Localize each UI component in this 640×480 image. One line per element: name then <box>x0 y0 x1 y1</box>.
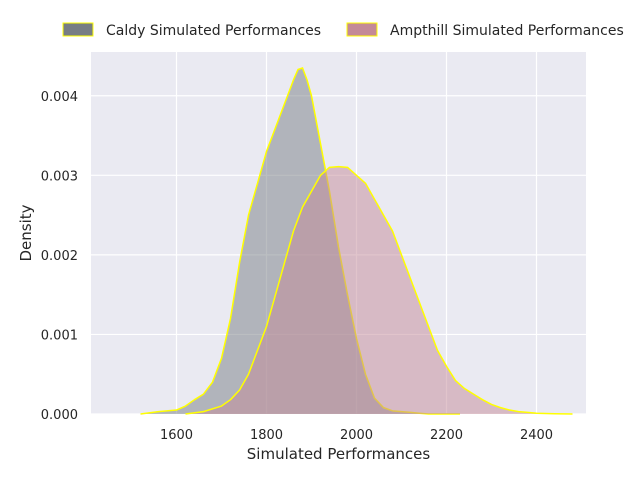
y-axis-label: Density <box>17 204 35 261</box>
x-tick-label: 2400 <box>520 428 553 443</box>
density-line-1 <box>185 165 573 415</box>
y-tick-label: 0.003 <box>41 169 78 184</box>
x-axis-ticks: 1600 1800 2000 2200 2400 <box>160 428 553 443</box>
y-tick-label: 0.004 <box>41 90 78 105</box>
y-axis-ticks: 0.000 0.001 0.002 0.003 0.004 <box>41 90 78 423</box>
legend-label-caldy: Caldy Simulated Performances <box>106 23 321 39</box>
density-areas <box>140 67 573 415</box>
legend-swatch-ampthill <box>346 22 378 37</box>
x-tick-label: 2200 <box>430 428 463 443</box>
y-tick-label: 0.001 <box>41 328 78 343</box>
density-area-1 <box>185 166 573 414</box>
y-tick-label: 0.002 <box>41 249 78 264</box>
x-axis-label: Simulated Performances <box>247 445 431 463</box>
legend: Caldy Simulated Performances Ampthill Si… <box>62 22 624 39</box>
y-tick-label: 0.000 <box>41 408 78 423</box>
legend-label-ampthill: Ampthill Simulated Performances <box>390 23 624 39</box>
x-tick-label: 1600 <box>160 428 193 443</box>
x-tick-label: 1800 <box>250 428 283 443</box>
x-tick-label: 2000 <box>340 428 373 443</box>
legend-swatch-caldy <box>62 22 94 37</box>
